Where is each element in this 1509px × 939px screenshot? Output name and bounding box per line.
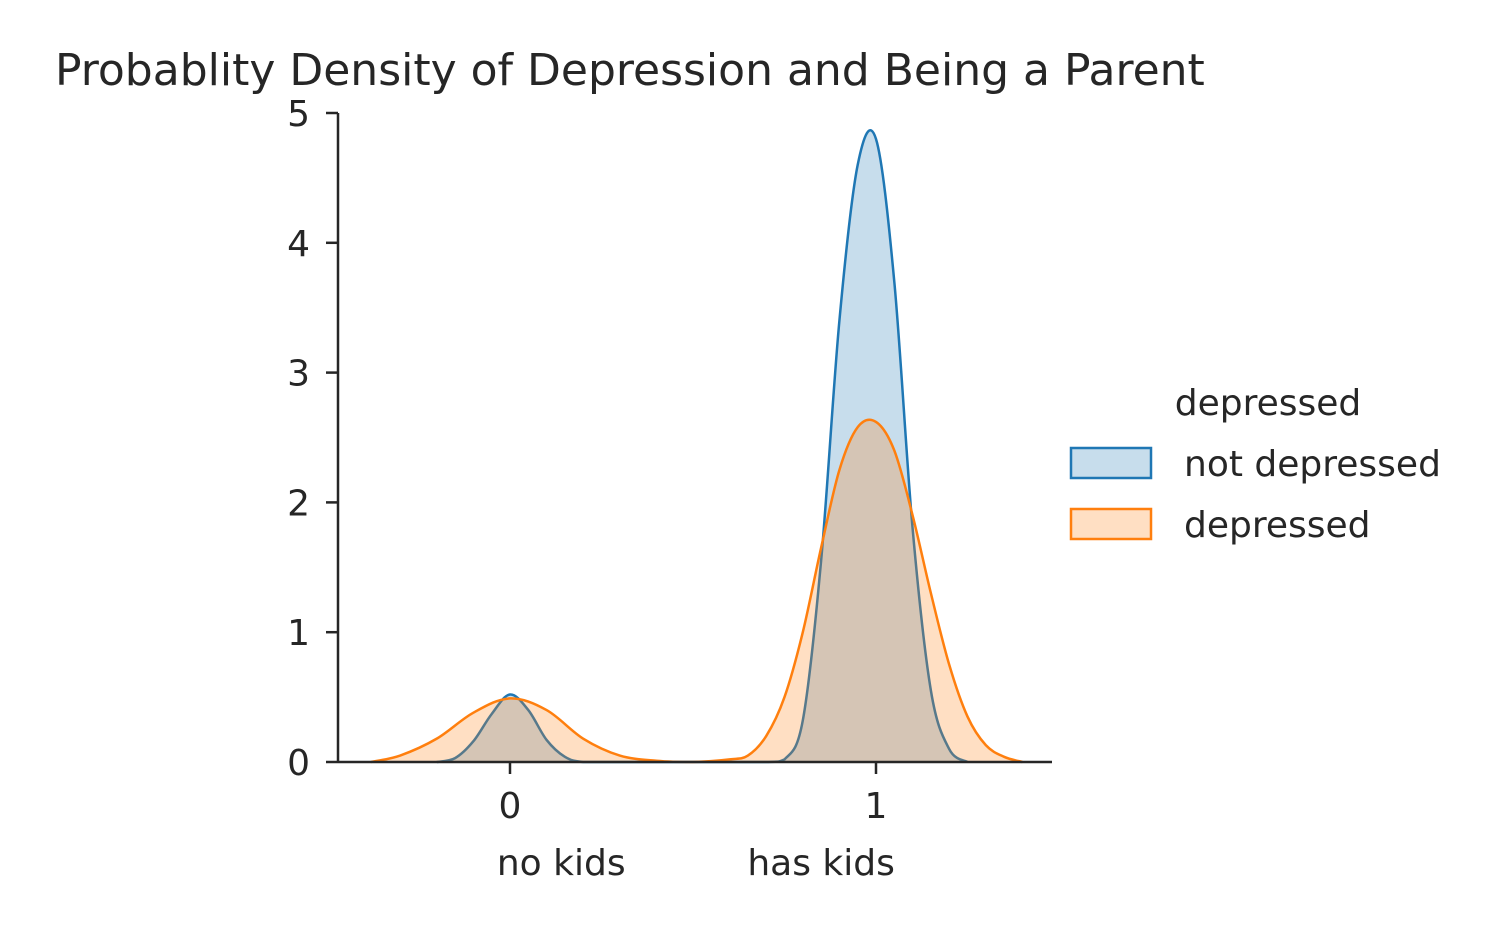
y-tick-label: 4	[287, 224, 310, 265]
x-category-label: has kids	[747, 843, 895, 884]
legend-swatch	[1069, 507, 1153, 541]
series-area-not-depressed	[436, 130, 968, 762]
y-axis-ticks: 0 1 2 3 4 5	[287, 94, 338, 784]
legend-swatch	[1069, 446, 1153, 480]
series-line-depressed	[370, 418, 1023, 764]
legend-label: depressed	[1184, 505, 1371, 546]
series-area-depressed	[370, 419, 1023, 762]
x-category-labels: no kids has kids	[497, 843, 895, 884]
y-tick-label: 0	[287, 743, 310, 784]
y-tick-label: 2	[287, 483, 310, 524]
x-category-label: no kids	[497, 843, 626, 884]
chart-title: Probablity Density of Depression and Bei…	[55, 45, 1205, 96]
y-tick-label: 1	[287, 613, 310, 654]
legend-label: not depressed	[1184, 444, 1441, 485]
legend: depressed not depressed depressed	[1069, 383, 1441, 546]
legend-items: not depressed depressed	[1069, 444, 1441, 546]
series-line-not-depressed	[436, 129, 969, 764]
x-tick-label: 0	[499, 786, 522, 827]
y-tick-label: 5	[287, 94, 310, 135]
plot-area	[370, 129, 1023, 764]
legend-title: depressed	[1175, 383, 1362, 424]
x-tick-label: 1	[865, 786, 888, 827]
y-tick-label: 3	[287, 354, 310, 395]
